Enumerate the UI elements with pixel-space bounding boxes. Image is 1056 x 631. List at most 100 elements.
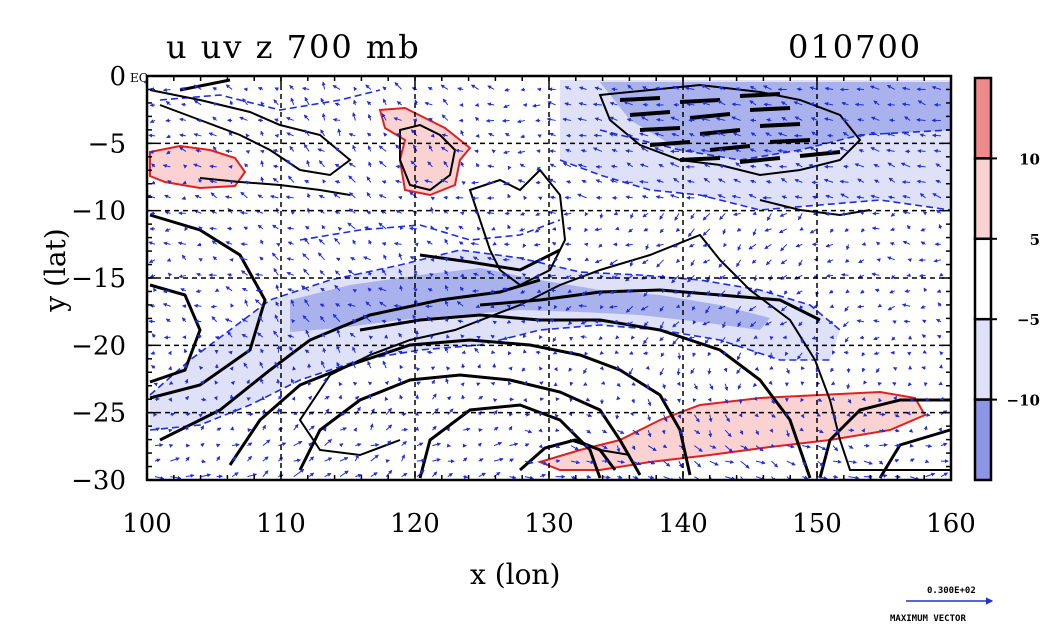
wind-vector	[625, 321, 633, 326]
wind-vector	[661, 288, 666, 293]
wind-vector	[715, 117, 726, 122]
wind-vector	[165, 100, 171, 106]
wind-vector	[478, 395, 484, 400]
wind-vector	[592, 102, 602, 107]
wind-vector	[770, 398, 775, 405]
wind-vector	[431, 379, 435, 385]
wind-vector	[519, 163, 526, 168]
wind-vector	[800, 397, 805, 403]
wind-vector	[647, 445, 657, 452]
wind-vector	[239, 256, 248, 261]
wind-vector	[732, 132, 741, 137]
wind-vector	[754, 351, 759, 356]
wind-vector	[609, 290, 618, 294]
wind-vector	[288, 175, 295, 183]
wind-vector	[385, 407, 392, 416]
wind-vector	[833, 474, 839, 479]
wind-vector	[478, 472, 486, 478]
wind-vector	[273, 267, 279, 276]
wind-vector	[193, 84, 202, 90]
wind-vector	[255, 288, 263, 293]
wind-vector	[167, 350, 172, 356]
wind-vector	[906, 225, 911, 230]
wind-vector	[860, 228, 866, 233]
wind-vector	[409, 191, 418, 199]
wind-vector	[475, 304, 481, 308]
wind-vector	[508, 380, 512, 386]
wind-vector	[655, 86, 664, 91]
wind-vector	[432, 425, 437, 431]
wind-vector	[162, 164, 171, 168]
wind-vector	[348, 162, 356, 168]
wind-vector	[276, 378, 281, 384]
wind-vector	[241, 318, 248, 323]
wind-vector	[828, 320, 834, 324]
wind-vector	[426, 240, 433, 245]
wind-vector	[399, 225, 404, 231]
wind-vector	[669, 194, 680, 199]
wind-vector	[162, 87, 171, 92]
wind-vector	[584, 257, 590, 262]
wind-vector	[662, 444, 668, 449]
wind-vector	[626, 118, 633, 122]
wind-vector	[643, 351, 649, 355]
wind-vector	[362, 314, 372, 323]
wind-vector	[659, 213, 664, 220]
wind-vector	[487, 102, 495, 107]
wind-vector	[399, 394, 404, 400]
wind-vector	[170, 412, 176, 417]
wind-vector	[537, 257, 543, 262]
wind-vector	[935, 163, 942, 168]
wind-vector	[671, 274, 680, 284]
wind-vector	[552, 336, 557, 343]
wind-vector	[257, 87, 264, 91]
wind-vector	[617, 429, 625, 434]
wind-vector	[476, 319, 481, 324]
wind-vector	[165, 318, 171, 323]
wind-vector	[672, 85, 680, 90]
wind-vector	[676, 381, 681, 387]
wind-vector	[412, 350, 418, 355]
wind-vector	[871, 272, 880, 277]
wind-vector	[700, 117, 710, 122]
wind-vector	[547, 101, 556, 106]
wind-vector	[904, 116, 911, 121]
wind-vector	[366, 176, 372, 183]
wind-vector	[799, 226, 804, 231]
wind-vector	[230, 380, 235, 386]
wind-vector	[893, 395, 898, 401]
wind-vector	[673, 289, 680, 294]
wind-vector	[692, 398, 697, 403]
wind-vector	[780, 243, 788, 252]
wind-vector	[784, 351, 789, 356]
wind-vector	[470, 180, 479, 185]
wind-vector	[676, 258, 681, 264]
wind-vector	[273, 330, 279, 338]
wind-vector	[570, 445, 580, 451]
wind-vector	[289, 346, 295, 354]
wind-vector	[486, 180, 495, 185]
wind-vector	[335, 303, 341, 308]
wind-vector	[676, 368, 681, 376]
wind-vector	[740, 445, 749, 450]
wind-vector	[393, 241, 402, 246]
wind-vector	[457, 319, 464, 324]
y-tick-label: 0	[109, 62, 126, 92]
wind-vector	[352, 318, 357, 324]
axis-ticks	[146, 75, 952, 481]
wind-vector	[888, 177, 896, 183]
wind-vector	[307, 381, 312, 386]
wind-vector	[632, 475, 639, 480]
wind-vector	[593, 133, 602, 138]
wind-vector	[611, 87, 618, 92]
colorbar-label: −5	[1017, 311, 1040, 329]
wind-vector	[368, 335, 374, 340]
wind-vector	[347, 222, 356, 230]
wind-vector	[781, 116, 788, 121]
colorbar-band	[973, 398, 993, 482]
wind-vector	[227, 273, 233, 277]
x-tick-label: 150	[792, 509, 842, 539]
wind-vector	[415, 426, 419, 431]
wind-vector	[640, 305, 649, 311]
